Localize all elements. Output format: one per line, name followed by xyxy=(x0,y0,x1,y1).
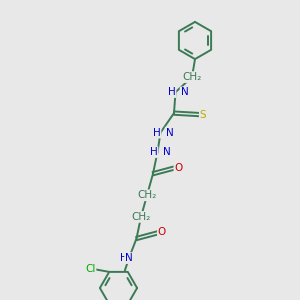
Text: S: S xyxy=(200,110,206,120)
Text: CH₂: CH₂ xyxy=(182,72,202,82)
Text: O: O xyxy=(158,227,166,238)
Text: H: H xyxy=(153,128,160,138)
Text: N: N xyxy=(166,128,173,138)
Text: O: O xyxy=(174,163,183,173)
Text: N: N xyxy=(181,87,188,98)
Text: H: H xyxy=(120,253,128,263)
Text: CH₂: CH₂ xyxy=(137,190,157,200)
Text: Cl: Cl xyxy=(85,264,95,274)
Text: N: N xyxy=(163,147,170,157)
Text: H: H xyxy=(168,87,176,97)
Text: H: H xyxy=(150,147,158,157)
Text: N: N xyxy=(125,253,133,263)
Text: CH₂: CH₂ xyxy=(131,212,151,222)
